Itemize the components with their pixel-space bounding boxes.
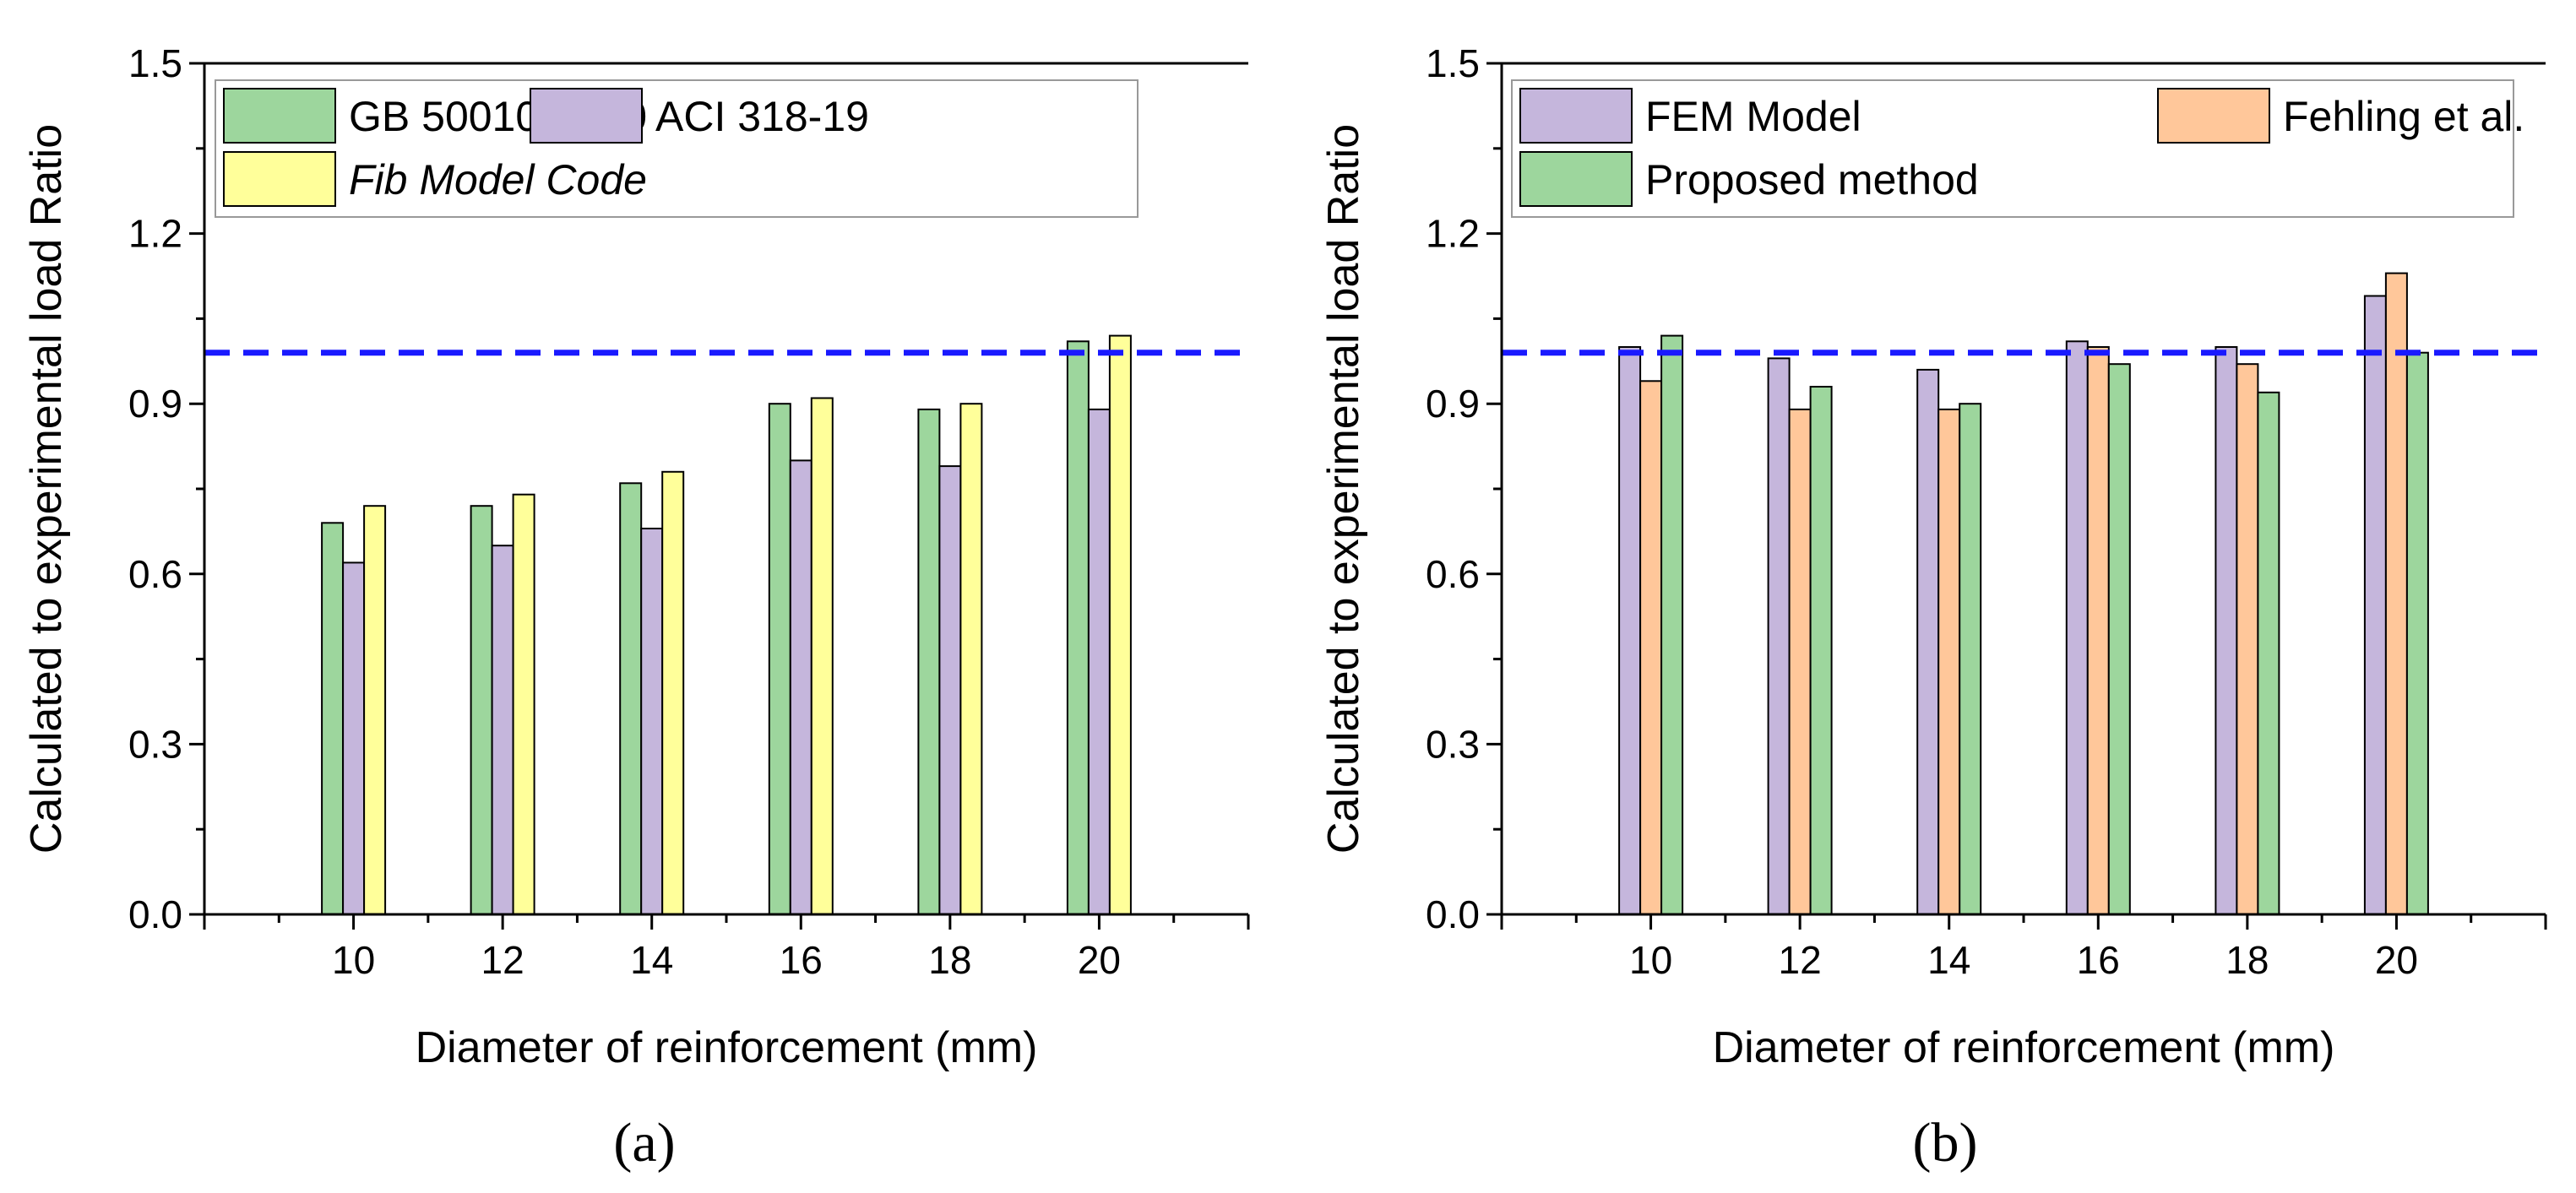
- panel-b-bar-proposed-method-20: [2405, 351, 2429, 915]
- panel-b-xtick-label: 20: [2375, 938, 2418, 982]
- panel-a-xtick-label: 14: [630, 938, 673, 982]
- panel-a-chart: 0.0 0.3 0.6 0.9 1.2 1.5 10 12 14 16 18 20 Diameter o…: [22, 41, 1250, 1174]
- panel-b-bar-fehling-et-al--18: [2236, 363, 2259, 915]
- panel-b-xtick-label: 14: [1927, 938, 1970, 982]
- panel-b-bar-fehling-et-al--20: [2384, 272, 2408, 916]
- panel-a-label: (a): [613, 1112, 675, 1174]
- panel-a-bar-fib-model-code-12: [512, 493, 535, 915]
- panel-a-bar-fib-model-code-10: [363, 505, 387, 915]
- panel-b-bar-fehling-et-al--14: [1937, 408, 1961, 915]
- panel-a-bar-aci-318-19-16: [789, 459, 812, 915]
- panel-a-bar-gb-50010-2010-20: [1066, 340, 1090, 915]
- panel-a-bar-aci-318-19-18: [938, 465, 962, 915]
- panel-b-bar-fem-model-10: [1618, 346, 1642, 915]
- panel-a-bar-gb-50010-2010-18: [917, 408, 941, 915]
- panel-b-bar-fehling-et-al--10: [1639, 380, 1663, 915]
- panel-b-bar-fehling-et-al--12: [1788, 408, 1812, 915]
- panel-b-xlabel: Diameter of reinforcement (mm): [1713, 1023, 2335, 1072]
- panel-b-legend-swatch: [1519, 88, 1633, 144]
- panel-b-legend-box: [1511, 79, 2514, 218]
- panel-a-bar-fib-model-code-20: [1108, 334, 1132, 916]
- panel-a-legend-swatch: [223, 88, 336, 144]
- panel-b-bar-proposed-method-18: [2257, 391, 2280, 915]
- panel-a-bar-fib-model-code-18: [959, 403, 983, 915]
- panel-b-legend: FEM Model Fehling et al. Proposed method: [1511, 79, 2524, 218]
- panel-b-bar-proposed-method-12: [1809, 386, 1833, 915]
- panel-a-xtick-label: 10: [332, 938, 375, 982]
- panel-b-chart: 0.0 0.3 0.6 0.9 1.2 1.5 10 12 14 16 18 20 Diameter o…: [1319, 41, 2547, 1174]
- panel-a-ytick-label: 0.3: [128, 722, 182, 766]
- panel-a-ytick-label: 0.6: [128, 552, 182, 596]
- panel-a-bar-aci-318-19-20: [1087, 408, 1111, 915]
- panel-a-bar-gb-50010-2010-16: [768, 403, 791, 915]
- panel-b-ylabel: Calculated to experimental load Ratio: [1319, 124, 1368, 854]
- panel-a-ytick-label: 0.0: [128, 892, 182, 936]
- panel-b-xtick-label: 12: [1779, 938, 1822, 982]
- panel-b-bar-fem-model-16: [2065, 340, 2089, 915]
- panel-a-bar-aci-318-19-12: [491, 545, 514, 915]
- panel-a-legend-label: Fib Model Code: [349, 156, 647, 203]
- panel-a-legend-swatch: [223, 151, 336, 207]
- panel-a-ytick-label: 0.9: [128, 382, 182, 426]
- panel-b-bar-proposed-method-14: [1959, 403, 1982, 915]
- panel-a-ytick-label: 1.5: [128, 41, 182, 85]
- panel-b-label: (b): [1913, 1112, 1978, 1174]
- panel-b-bar-fem-model-12: [1767, 357, 1791, 915]
- panel-b-ytick-label: 1.2: [1426, 212, 1480, 256]
- panel-a-bar-gb-50010-2010-10: [321, 522, 345, 915]
- panel-b-xtick-label: 10: [1629, 938, 1672, 982]
- panel-a-bar-aci-318-19-14: [640, 528, 664, 915]
- panel-b-legend-swatch: [1519, 151, 1633, 207]
- panel-b-ytick-label: 0.9: [1426, 382, 1480, 426]
- panel-a-bar-gb-50010-2010-12: [470, 505, 493, 915]
- panel-a-xlabel: Diameter of reinforcement (mm): [416, 1023, 1038, 1072]
- panel-b-legend-label: FEM Model: [1645, 93, 1861, 140]
- panel-b-bar-proposed-method-16: [2107, 363, 2131, 915]
- panel-a-xtick-label: 18: [928, 938, 971, 982]
- panel-b-legend-label: Proposed method: [1645, 156, 1979, 203]
- panel-b-ytick-label: 0.6: [1426, 552, 1480, 596]
- panel-b-bar-proposed-method-10: [1660, 334, 1684, 916]
- panel-b-ytick-label: 1.5: [1426, 41, 1480, 85]
- panel-b-legend-label: Fehling et al.: [2283, 93, 2524, 140]
- panel-a-bar-aci-318-19-10: [342, 561, 366, 916]
- panel-a-legend-box: [215, 79, 1139, 218]
- panel-a-ytick-label: 1.2: [128, 212, 182, 256]
- panel-a-bar-gb-50010-2010-14: [619, 482, 643, 915]
- panel-b-ytick-label: 0.3: [1426, 722, 1480, 766]
- panel-a-legend-swatch: [530, 88, 643, 144]
- panel-b-bar-fem-model-18: [2215, 346, 2238, 915]
- panel-a-legend-label: ACI 318-19: [655, 93, 869, 140]
- panel-a-xtick-label: 16: [780, 938, 823, 982]
- panel-b-bar-fem-model-14: [1916, 368, 1940, 915]
- panel-a-bar-fib-model-code-14: [661, 470, 685, 915]
- panel-a-ylabel: Calculated to experimental load Ratio: [22, 124, 71, 854]
- panel-b-xtick-label: 18: [2225, 938, 2269, 982]
- panel-b-bar-fehling-et-al--16: [2086, 346, 2110, 915]
- panel-a-xtick-label: 20: [1078, 938, 1121, 982]
- panel-b-bar-fem-model-20: [2363, 295, 2387, 915]
- panel-b-ytick-label: 0.0: [1426, 892, 1480, 936]
- panel-a-xtick-label: 12: [481, 938, 524, 982]
- panel-b-xtick-label: 16: [2077, 938, 2120, 982]
- panel-b-legend-swatch: [2157, 88, 2270, 144]
- panel-a-bar-fib-model-code-16: [810, 397, 834, 915]
